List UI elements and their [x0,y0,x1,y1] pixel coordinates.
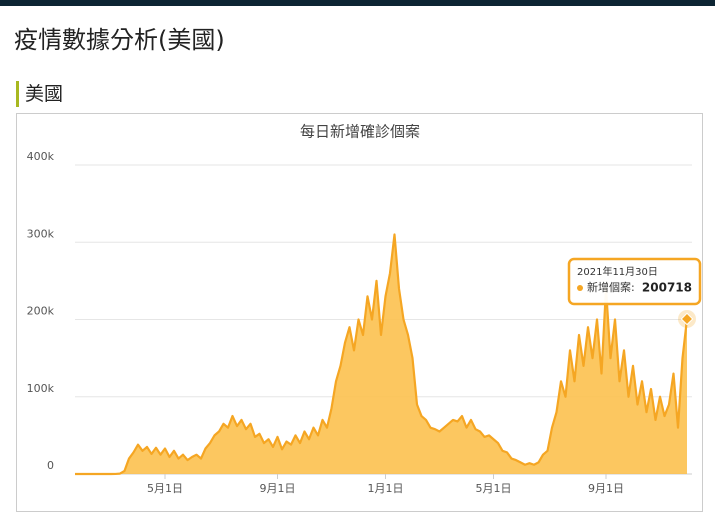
x-tick-label: 9月1日 [588,482,624,495]
x-tick-label: 5月1日 [476,482,512,495]
top-bar [0,0,715,6]
chart-card [16,113,703,512]
tooltip-dot [577,285,583,291]
tooltip-label: 新增個案: [587,280,635,294]
line [75,233,689,476]
tooltip-box [567,257,702,306]
y-tick-label: 300k [27,227,55,240]
chart-title: 每日新增確診個案 [300,123,420,141]
section-title: 美國 [16,81,63,107]
y-tick-label: 200k [27,305,55,318]
highlight-point [680,312,694,326]
tooltip-value: 200718 [642,281,692,295]
y-tick-label: 100k [27,382,55,395]
y-tick-label: 400k [27,150,55,163]
x-tick-label: 5月1日 [147,482,183,495]
y-tick-label: 0 [47,459,54,472]
tooltip-date: 2021年11月30日 [577,265,658,278]
x-tick-label: 1月1日 [368,482,404,495]
x-tick-label: 9月1日 [260,482,296,495]
area [75,234,687,474]
page-title: 疫情數據分析(美國) [14,26,225,54]
